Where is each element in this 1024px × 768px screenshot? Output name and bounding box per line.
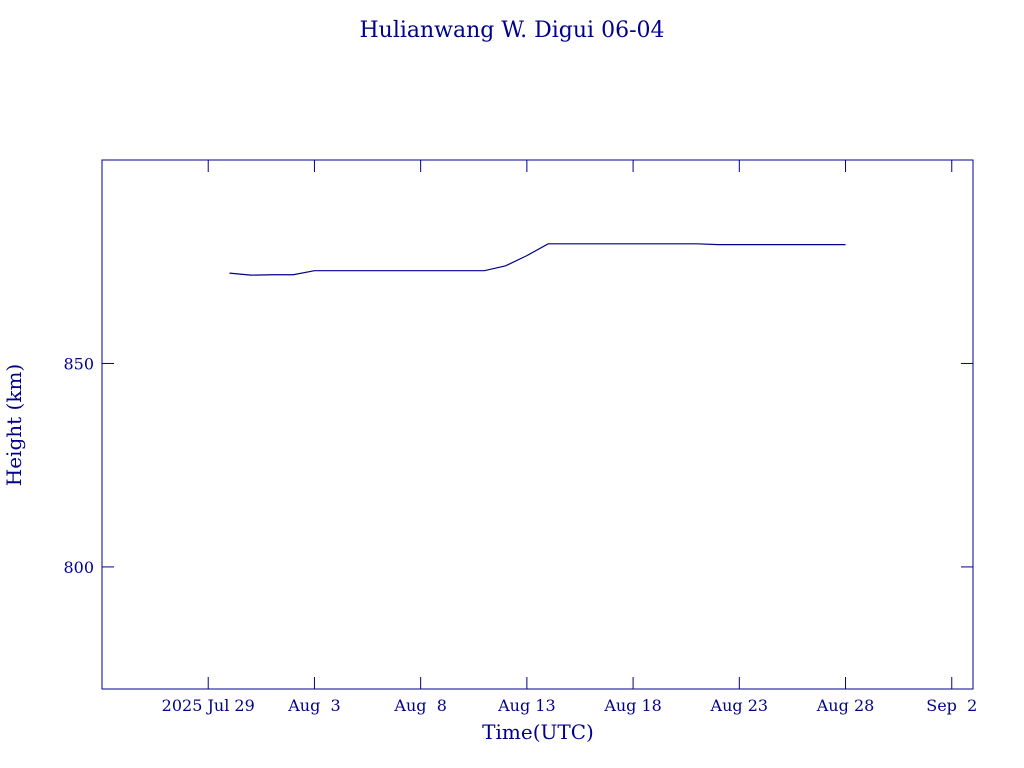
data-line: [229, 243, 846, 276]
x-tick-label: Aug 23: [710, 696, 769, 715]
x-tick-label: Aug 13: [497, 696, 556, 715]
x-tick-label: Aug 28: [816, 696, 875, 715]
x-tick-label: 2025 Jul 29: [162, 696, 255, 715]
plot-frame: [101, 159, 974, 690]
y-axis-label: Height (km): [2, 364, 26, 486]
y-tick-label: 850: [63, 354, 94, 373]
x-tick-label: Sep 2: [926, 696, 977, 715]
chart-title: Hulianwang W. Digui 06-04: [359, 18, 664, 43]
x-tick-label: Aug 8: [393, 696, 446, 715]
y-tick-label: 800: [63, 558, 94, 577]
x-axis-label: Time(UTC): [482, 720, 594, 744]
x-tick-label: Aug 18: [603, 696, 662, 715]
x-tick-label: Aug 3: [287, 696, 340, 715]
